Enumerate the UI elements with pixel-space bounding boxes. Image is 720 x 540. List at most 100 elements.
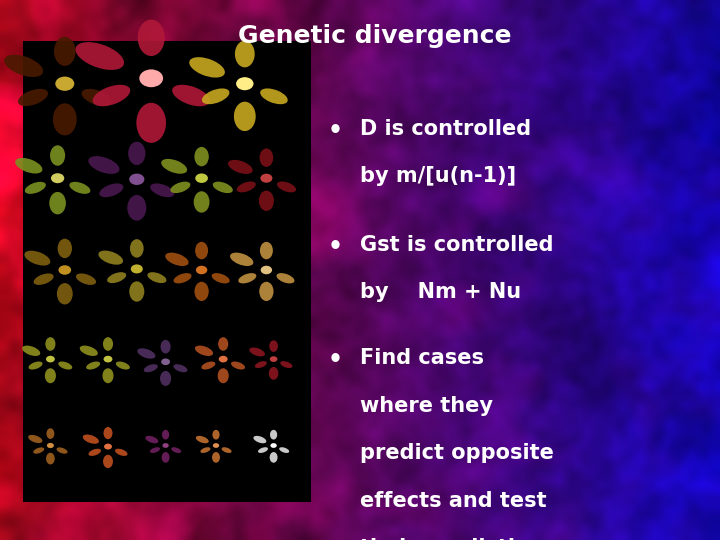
Ellipse shape (194, 191, 210, 213)
Ellipse shape (33, 448, 44, 454)
Ellipse shape (69, 182, 91, 194)
Ellipse shape (277, 181, 296, 192)
Circle shape (271, 443, 276, 448)
Circle shape (55, 77, 74, 91)
Ellipse shape (83, 435, 99, 444)
Ellipse shape (93, 85, 130, 106)
Ellipse shape (174, 364, 187, 372)
Ellipse shape (259, 191, 274, 211)
Ellipse shape (116, 361, 130, 369)
Ellipse shape (270, 430, 277, 440)
Ellipse shape (46, 428, 55, 439)
Ellipse shape (49, 192, 66, 214)
Ellipse shape (103, 337, 113, 351)
Ellipse shape (195, 242, 208, 259)
Text: where they: where they (360, 396, 493, 416)
Circle shape (270, 356, 277, 362)
Text: predict opposite: predict opposite (360, 443, 554, 463)
Ellipse shape (22, 346, 40, 356)
Ellipse shape (107, 272, 126, 283)
Text: Genetic divergence: Genetic divergence (238, 24, 511, 48)
Ellipse shape (29, 361, 42, 369)
Ellipse shape (138, 19, 165, 56)
Ellipse shape (202, 361, 215, 369)
Text: by    Nm + Nu: by Nm + Nu (360, 282, 521, 302)
Ellipse shape (162, 430, 169, 440)
Ellipse shape (18, 89, 48, 106)
Text: their predictions.: their predictions. (360, 538, 564, 540)
Ellipse shape (150, 184, 174, 197)
Ellipse shape (195, 346, 213, 356)
Circle shape (195, 173, 208, 183)
Text: D is controlled: D is controlled (360, 119, 531, 139)
Text: •: • (328, 119, 343, 143)
Ellipse shape (28, 435, 42, 443)
Ellipse shape (165, 253, 189, 266)
Ellipse shape (194, 147, 209, 166)
Circle shape (161, 359, 170, 365)
Ellipse shape (230, 253, 253, 266)
Ellipse shape (279, 447, 289, 453)
Ellipse shape (138, 348, 156, 359)
Ellipse shape (103, 455, 113, 468)
Ellipse shape (148, 272, 166, 283)
Circle shape (213, 443, 219, 448)
Ellipse shape (81, 89, 112, 106)
Ellipse shape (24, 182, 46, 194)
Ellipse shape (196, 436, 209, 443)
Ellipse shape (161, 340, 171, 354)
Circle shape (196, 266, 207, 274)
Text: by m/[u(n-1)]: by m/[u(n-1)] (360, 166, 516, 186)
Ellipse shape (237, 181, 256, 192)
Ellipse shape (235, 40, 255, 68)
Ellipse shape (189, 57, 225, 78)
Ellipse shape (222, 447, 232, 453)
Ellipse shape (280, 361, 292, 368)
Ellipse shape (253, 436, 266, 443)
Text: Gst is controlled: Gst is controlled (360, 235, 554, 255)
Ellipse shape (200, 447, 210, 453)
Ellipse shape (76, 42, 124, 70)
Circle shape (140, 69, 163, 87)
Ellipse shape (270, 452, 278, 463)
Ellipse shape (259, 282, 274, 301)
Ellipse shape (102, 368, 114, 383)
Ellipse shape (50, 145, 65, 166)
Circle shape (58, 265, 71, 275)
Ellipse shape (258, 447, 268, 453)
Ellipse shape (276, 273, 294, 284)
Ellipse shape (269, 367, 279, 380)
Ellipse shape (144, 364, 158, 372)
Ellipse shape (76, 273, 96, 285)
Ellipse shape (57, 283, 73, 305)
Ellipse shape (202, 89, 230, 104)
Ellipse shape (171, 181, 190, 193)
Ellipse shape (58, 239, 72, 258)
Ellipse shape (128, 141, 145, 165)
Ellipse shape (4, 55, 43, 77)
Ellipse shape (46, 453, 55, 464)
Circle shape (236, 77, 253, 90)
Ellipse shape (130, 281, 144, 302)
Ellipse shape (260, 148, 274, 167)
Ellipse shape (136, 103, 166, 143)
Circle shape (46, 356, 55, 362)
Circle shape (261, 174, 272, 183)
Text: Find cases: Find cases (360, 348, 484, 368)
Ellipse shape (249, 348, 265, 356)
Ellipse shape (161, 452, 170, 463)
Ellipse shape (213, 181, 233, 193)
Text: •: • (328, 348, 343, 372)
Ellipse shape (228, 160, 253, 174)
Ellipse shape (57, 448, 68, 454)
Ellipse shape (255, 361, 267, 368)
Ellipse shape (172, 85, 210, 106)
Ellipse shape (212, 452, 220, 463)
Ellipse shape (260, 242, 273, 259)
Ellipse shape (127, 195, 146, 221)
Ellipse shape (238, 273, 256, 284)
Ellipse shape (54, 37, 76, 66)
Circle shape (163, 443, 168, 448)
Ellipse shape (160, 371, 171, 386)
Circle shape (261, 266, 272, 274)
